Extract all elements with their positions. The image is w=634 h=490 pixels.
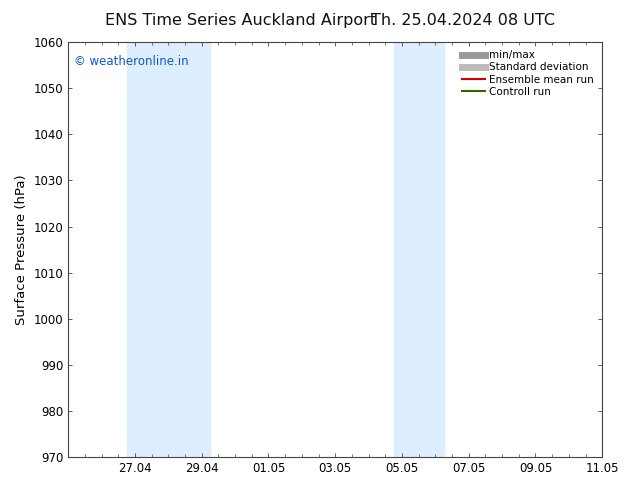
Text: © weatheronline.in: © weatheronline.in: [74, 54, 188, 68]
Text: Th. 25.04.2024 08 UTC: Th. 25.04.2024 08 UTC: [371, 13, 555, 28]
Y-axis label: Surface Pressure (hPa): Surface Pressure (hPa): [15, 174, 28, 325]
Bar: [127, 42, 210, 457]
Bar: [394, 42, 444, 457]
Legend: min/max, Standard deviation, Ensemble mean run, Controll run: min/max, Standard deviation, Ensemble me…: [459, 47, 597, 100]
Text: ENS Time Series Auckland Airport: ENS Time Series Auckland Airport: [105, 13, 377, 28]
